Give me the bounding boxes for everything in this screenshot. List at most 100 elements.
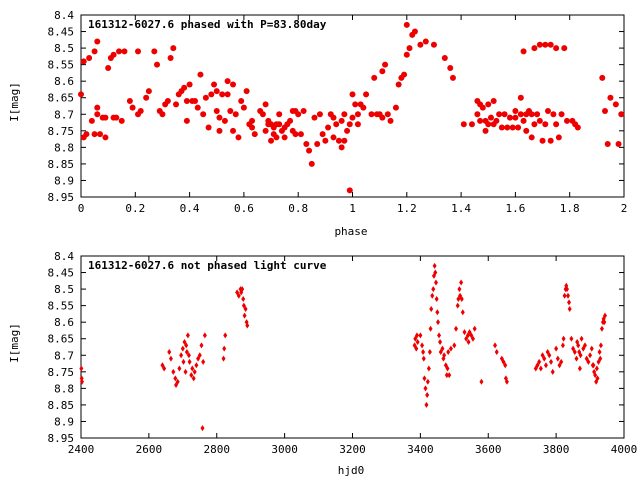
phased-data-point xyxy=(338,144,345,151)
phased-data-point xyxy=(601,107,608,114)
phased-data-point xyxy=(200,111,207,118)
raw-data-point xyxy=(577,365,582,372)
phased-data-point xyxy=(496,111,503,118)
raw-data-point xyxy=(167,348,172,355)
phased-data-point xyxy=(553,45,560,52)
raw-y-tick-label: 8.8 xyxy=(54,382,74,395)
phased-data-point xyxy=(306,147,313,154)
phased-data-point xyxy=(311,114,318,121)
raw-data-point xyxy=(241,296,246,303)
raw-data-point xyxy=(562,292,567,299)
raw-data-point xyxy=(190,365,195,372)
phased-data-point xyxy=(154,61,161,68)
phased-data-point xyxy=(292,131,299,138)
phased-data-point xyxy=(487,114,494,121)
phased-data-point xyxy=(354,121,361,128)
raw-x-tick-label: 3400 xyxy=(407,443,434,456)
raw-x-tick-label: 2400 xyxy=(68,443,95,456)
phased-data-point xyxy=(517,111,524,118)
raw-y-tick-label: 8.65 xyxy=(48,333,75,346)
raw-data-point xyxy=(240,286,245,293)
phased-data-point xyxy=(316,111,323,118)
raw-data-point xyxy=(183,368,188,375)
phased-data-point xyxy=(363,91,370,98)
raw-data-point xyxy=(200,425,205,432)
raw-data-point xyxy=(171,368,176,375)
phased-data-point xyxy=(94,111,101,118)
raw-data-point xyxy=(586,358,591,365)
phased-data-point xyxy=(235,134,242,141)
phased-data-point xyxy=(449,74,456,81)
raw-data-point xyxy=(440,345,445,352)
raw-data-point xyxy=(547,352,552,359)
raw-y-tick-label: 8.85 xyxy=(48,399,75,412)
raw-data-point xyxy=(504,378,509,385)
raw-data-point xyxy=(421,355,426,362)
raw-data-point xyxy=(574,355,579,362)
phased-data-point xyxy=(314,141,321,148)
phased-y-tick-label: 8.7 xyxy=(54,108,74,121)
raw-data-point xyxy=(550,368,555,375)
phased-data-point xyxy=(137,107,144,114)
raw-data-point xyxy=(175,378,180,385)
phased-data-point xyxy=(135,48,142,55)
phased-data-point xyxy=(547,41,554,48)
phased-data-point xyxy=(91,131,98,138)
raw-data-point xyxy=(454,325,459,332)
phased-data-point xyxy=(276,121,283,128)
phased-data-point xyxy=(547,137,554,144)
raw-data-point xyxy=(433,269,438,276)
phased-data-point xyxy=(83,131,90,138)
phased-data-point xyxy=(219,91,226,98)
phased-x-tick-label: 0 xyxy=(78,202,85,215)
phased-data-point xyxy=(240,104,247,111)
raw-data-point xyxy=(184,342,189,349)
phased-y-tick-label: 8.45 xyxy=(48,26,75,39)
phased-data-point xyxy=(151,48,158,55)
phased-data-point xyxy=(368,111,375,118)
phased-data-point xyxy=(164,98,171,105)
phased-data-point xyxy=(295,111,302,118)
raw-data-point xyxy=(457,286,462,293)
raw-x-tick-label: 3200 xyxy=(339,443,366,456)
phased-data-point xyxy=(517,94,524,101)
phased-x-tick-label: 0.6 xyxy=(234,202,254,215)
phased-data-point xyxy=(392,104,399,111)
phased-data-point xyxy=(352,101,359,108)
phased-data-point xyxy=(341,111,348,118)
phased-y-tick-label: 8.9 xyxy=(54,174,74,187)
raw-data-point xyxy=(242,312,247,319)
phased-data-point xyxy=(273,134,280,141)
raw-data-point xyxy=(444,372,449,379)
phased-data-point xyxy=(126,98,133,105)
raw-data-point xyxy=(173,375,178,382)
phased-data-point xyxy=(281,134,288,141)
phased-data-point xyxy=(536,41,543,48)
phased-data-point xyxy=(249,117,256,124)
phased-data-point xyxy=(501,111,508,118)
phased-data-point xyxy=(143,94,150,101)
raw-data-point xyxy=(567,305,572,312)
raw-data-point xyxy=(191,375,196,382)
phased-y-tick-label: 8.55 xyxy=(48,59,75,72)
raw-data-point xyxy=(472,325,477,332)
raw-data-point xyxy=(223,332,228,339)
phased-data-point xyxy=(349,114,356,121)
phased-data-point xyxy=(512,114,519,121)
raw-data-point xyxy=(192,368,197,375)
phased-data-point xyxy=(490,98,497,105)
raw-y-tick-label: 8.45 xyxy=(48,267,75,280)
raw-data-point xyxy=(446,348,451,355)
raw-y-tick-label: 8.7 xyxy=(54,349,74,362)
phased-data-point xyxy=(553,121,560,128)
phased-data-point xyxy=(485,121,492,128)
raw-data-point xyxy=(595,375,600,382)
phased-data-point xyxy=(183,98,190,105)
raw-data-point xyxy=(433,279,438,286)
raw-data-point xyxy=(569,335,574,342)
raw-data-point xyxy=(591,362,596,369)
raw-data-point xyxy=(424,401,429,408)
raw-data-point xyxy=(448,345,453,352)
raw-x-tick-label: 3000 xyxy=(271,443,298,456)
phased-data-point xyxy=(221,117,228,124)
